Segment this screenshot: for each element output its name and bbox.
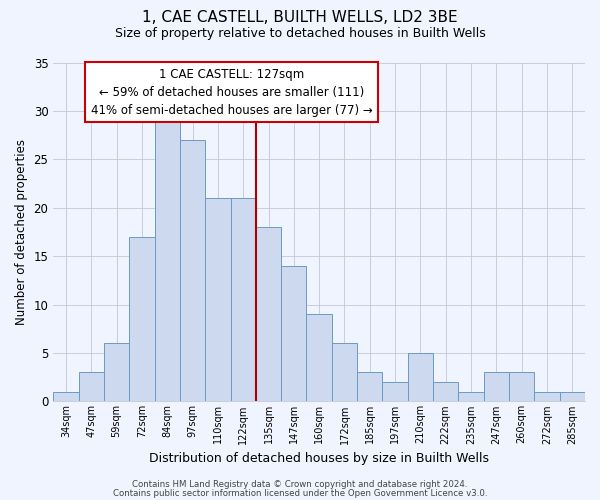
Text: 1, CAE CASTELL, BUILTH WELLS, LD2 3BE: 1, CAE CASTELL, BUILTH WELLS, LD2 3BE xyxy=(142,10,458,25)
Bar xyxy=(408,353,433,402)
Bar xyxy=(535,392,560,402)
Bar xyxy=(382,382,408,402)
Bar xyxy=(560,392,585,402)
Bar xyxy=(509,372,535,402)
Bar xyxy=(281,266,307,402)
Text: Contains HM Land Registry data © Crown copyright and database right 2024.: Contains HM Land Registry data © Crown c… xyxy=(132,480,468,489)
Y-axis label: Number of detached properties: Number of detached properties xyxy=(15,139,28,325)
Bar xyxy=(484,372,509,402)
Bar xyxy=(79,372,104,402)
Text: 1 CAE CASTELL: 127sqm
← 59% of detached houses are smaller (111)
41% of semi-det: 1 CAE CASTELL: 127sqm ← 59% of detached … xyxy=(91,68,372,116)
Bar xyxy=(129,237,155,402)
Bar xyxy=(230,198,256,402)
Bar xyxy=(53,392,79,402)
Bar xyxy=(458,392,484,402)
Text: Size of property relative to detached houses in Builth Wells: Size of property relative to detached ho… xyxy=(115,28,485,40)
Bar xyxy=(307,314,332,402)
Bar xyxy=(357,372,382,402)
Bar xyxy=(433,382,458,402)
Bar xyxy=(332,344,357,402)
Bar xyxy=(180,140,205,402)
Bar xyxy=(205,198,230,402)
X-axis label: Distribution of detached houses by size in Builth Wells: Distribution of detached houses by size … xyxy=(149,452,489,465)
Bar xyxy=(256,227,281,402)
Bar xyxy=(104,344,129,402)
Bar xyxy=(155,120,180,402)
Text: Contains public sector information licensed under the Open Government Licence v3: Contains public sector information licen… xyxy=(113,488,487,498)
